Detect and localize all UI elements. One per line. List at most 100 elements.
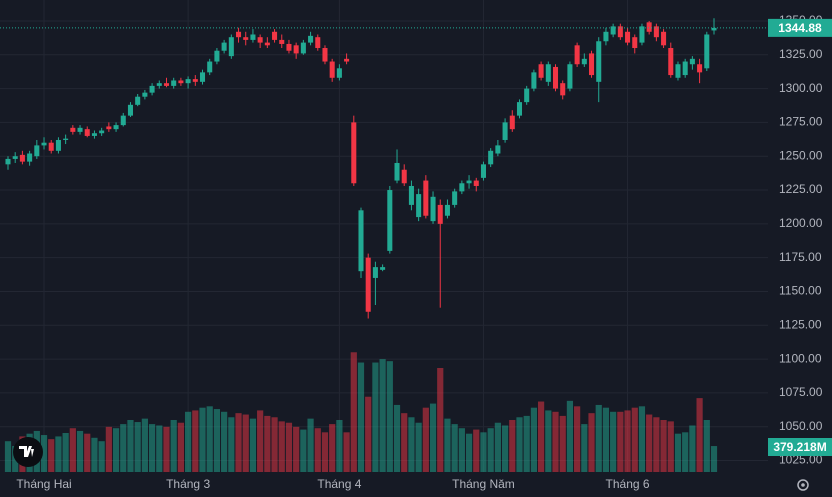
volume-bar [437,368,444,472]
candle-body [300,42,306,54]
candle-body [293,45,299,54]
volume-bar [228,417,235,472]
candle-body [581,58,587,65]
candle-body [401,169,407,184]
volume-bar [444,418,451,472]
y-tick-label: 1250.00 [779,148,823,162]
price-layer [0,18,768,319]
candle-body [372,267,378,278]
volume-bar [105,426,112,472]
candle-body [127,104,133,116]
volume-bar [588,413,595,472]
candle-body [351,122,357,184]
candle-body [257,37,263,43]
settings-icon[interactable] [797,479,809,491]
volume-bar [141,418,148,472]
y-tick-label: 1125.00 [779,317,822,331]
volume-bar [264,415,271,472]
candle-body [113,125,119,130]
candle-body [697,64,703,73]
y-tick-label: 1300.00 [779,81,823,95]
volume-bar [451,424,458,472]
candle-body [70,127,76,132]
volume-bar [631,407,638,472]
volume-bar [689,425,696,472]
volume-bar [566,400,574,472]
volume-bar [336,420,343,472]
volume-bar [221,411,228,472]
candle-body [452,191,458,205]
candle-body [120,115,126,126]
candle-body [682,61,688,76]
volume-bar [192,410,199,472]
candle-body [286,43,292,51]
candle-body [480,164,486,178]
volume-bar [538,401,545,472]
volume-bar [249,418,257,472]
logo [13,437,43,467]
volume-bar [242,414,249,472]
volume-bar [372,362,379,472]
y-tick-label: 1175.00 [779,250,822,264]
candle-body [459,183,465,192]
x-tick-label: Tháng 4 [317,477,361,491]
gear-hub[interactable] [801,483,805,487]
candle-body [149,85,155,93]
volume-bar [76,430,84,472]
y-tick-label: 1100.00 [779,351,822,365]
candle-body [185,79,191,84]
volume-bar [134,422,141,472]
volume-bar [84,433,91,472]
candle-body [156,83,162,86]
volume-bar [127,420,134,472]
candle-body [545,64,551,82]
volume-bar [4,441,12,472]
volume-bar [365,396,372,472]
candle-body [711,27,717,31]
volume-bar [710,446,718,472]
candle-body [315,37,321,49]
y-tick-label: 1025.00 [779,453,823,467]
volume-bar [660,420,667,472]
candle-body [243,37,249,40]
candle-body [214,50,220,62]
volume-bar [487,428,494,472]
volume-bar [300,429,307,472]
y-tick-label: 1225.00 [779,182,823,196]
volume-bar [509,420,516,472]
grid [0,0,768,472]
last-price-label: 1344.88 [778,21,822,35]
volume-bar [646,414,653,472]
volume-bar [574,406,581,472]
volume-bar [343,432,350,472]
y-tick-label: 1075.00 [779,385,823,399]
volume-bar [501,425,509,472]
volume-bar [581,424,588,472]
last-price-box [768,18,832,37]
volume-label: 379.218M [773,440,826,454]
candle-body [387,190,393,251]
y-tick-label: 1325.00 [779,47,823,61]
volume-bar [48,439,55,472]
volume-bar [516,417,523,472]
candle-body [603,31,609,42]
candle-body [610,26,616,35]
y-tick-label: 1150.00 [779,284,822,298]
logo-mark [19,446,34,457]
candle-body [589,53,595,76]
candle-body [466,180,472,184]
candle-body [91,133,97,136]
x-tick-label: Tháng 3 [166,477,210,491]
x-tick-label: Tháng 6 [606,477,650,491]
volume-bar [422,407,429,472]
candle-body [63,138,69,140]
volume-bar [321,432,329,472]
gear[interactable] [797,479,809,491]
candle-body [632,37,638,49]
volume-bar [703,420,710,472]
candle-body [236,31,242,38]
volume-bar [177,422,184,472]
candle-body [394,162,400,181]
volume-bar [285,422,293,472]
volume-bar [473,429,480,472]
